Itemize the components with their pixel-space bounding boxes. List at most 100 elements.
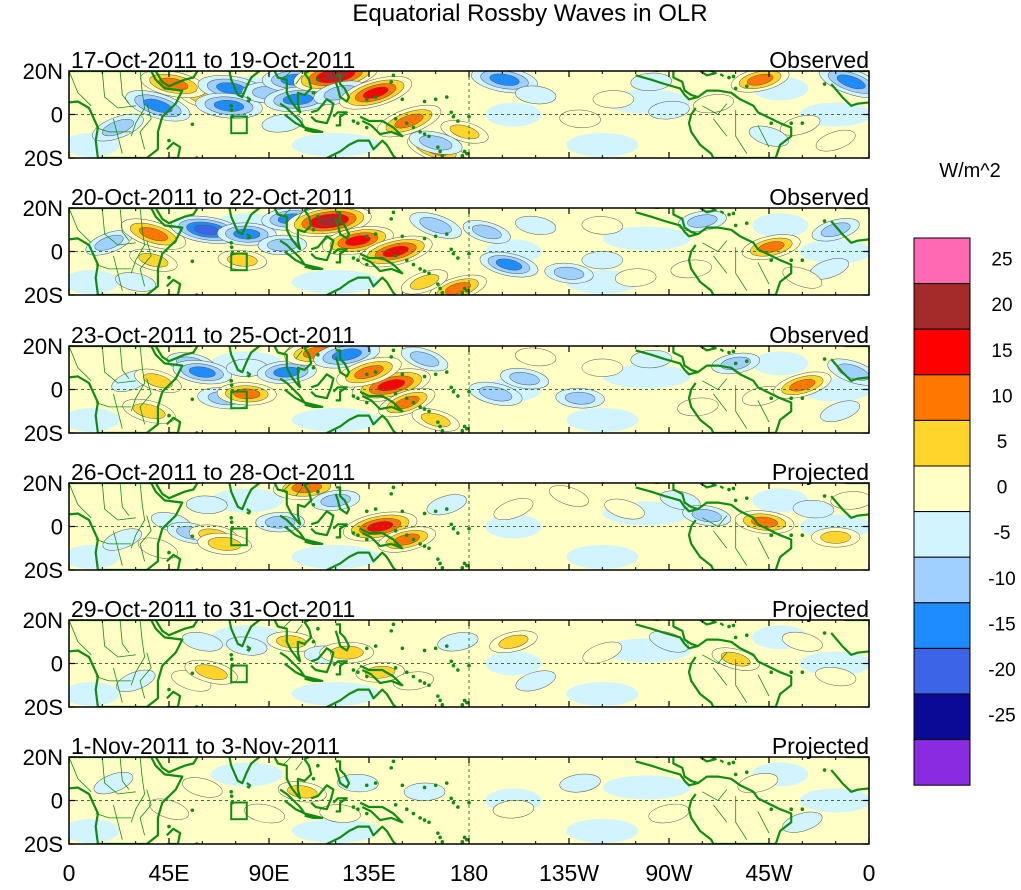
island-dot — [769, 396, 774, 401]
island-dot — [444, 95, 449, 99]
panel-period-label: 1-Nov-2011 to 3-Nov-2011 — [71, 733, 340, 759]
coastline — [359, 115, 404, 138]
anomaly-contour — [691, 509, 722, 523]
coastline — [332, 660, 348, 676]
island-dot — [731, 623, 736, 628]
coastline — [69, 208, 184, 295]
colorbar-swatch — [913, 556, 971, 604]
island-dot — [400, 509, 405, 514]
colorbar-tick-label: -15 — [988, 614, 1015, 635]
island-dot — [449, 522, 454, 527]
coastline — [635, 483, 699, 513]
country-border — [139, 103, 152, 150]
island-dot — [311, 502, 316, 507]
island-dot — [462, 424, 467, 429]
island-dot — [411, 674, 416, 679]
island-dot — [404, 396, 409, 401]
country-border — [295, 487, 303, 497]
island-dot — [391, 485, 396, 490]
island-dot — [462, 286, 467, 291]
island-dot — [389, 492, 394, 496]
anomaly-contour — [830, 491, 869, 510]
coastline — [699, 71, 717, 77]
island-dot — [744, 359, 749, 364]
coastline — [228, 208, 262, 236]
anomaly-contour — [345, 235, 371, 246]
island-dot — [418, 542, 422, 546]
anomaly-contour — [815, 667, 857, 687]
island-dot — [391, 622, 396, 627]
coastline — [228, 346, 262, 374]
country-border — [735, 659, 748, 703]
weak-anomaly-patch — [69, 544, 120, 569]
country-border — [113, 255, 123, 291]
colorbar-tick-label: 20 — [991, 295, 1012, 316]
coastline — [699, 620, 717, 626]
island-dot — [433, 783, 438, 788]
country-border — [130, 757, 146, 823]
coastline — [273, 208, 313, 251]
island-dot — [316, 352, 320, 357]
anomaly-contour — [449, 124, 480, 140]
anomaly-field — [69, 208, 869, 295]
island-dot — [800, 670, 805, 674]
island-dot — [422, 407, 427, 411]
colorbar-swatch — [913, 693, 971, 741]
island-dot — [391, 348, 396, 353]
coastline — [687, 501, 793, 570]
weak-anomaly-patch — [291, 681, 380, 706]
y-tick-label: 0 — [51, 789, 63, 814]
island-dot — [229, 653, 234, 657]
coastline — [166, 827, 182, 844]
island-dot — [400, 97, 405, 102]
country-border — [735, 247, 748, 291]
country-border — [101, 71, 136, 109]
island-dot — [422, 269, 427, 273]
island-dot — [389, 629, 394, 633]
island-dot — [364, 811, 369, 816]
island-dot — [229, 383, 234, 387]
y-tick-label: 20S — [24, 832, 63, 857]
panel-5: 20N 0 20S 29-Oct-2011 to 31-Oct-2011 Project… — [23, 596, 870, 720]
coastline — [246, 371, 252, 378]
anomaly-contour — [493, 498, 534, 521]
anomaly-contour — [444, 282, 471, 295]
anomaly-contour — [495, 258, 523, 271]
coastline — [359, 664, 404, 687]
island-dot — [436, 282, 440, 286]
island-dot — [404, 807, 409, 811]
anomaly-contour — [115, 272, 157, 292]
x-tick-label: 180 — [450, 860, 488, 886]
weak-anomaly-patch — [566, 407, 639, 432]
anomaly-field — [69, 762, 869, 843]
island-dot — [411, 811, 416, 816]
island-dot — [744, 84, 749, 89]
island-dot — [351, 256, 356, 260]
country-border — [113, 530, 123, 566]
coastline — [304, 812, 324, 819]
panel-stack: 20N 0 20S 17-Oct-2011 to 19-Oct-2011 Observe… — [23, 47, 870, 857]
island-dot — [464, 151, 469, 156]
coastline — [635, 346, 699, 376]
island-dot — [744, 221, 749, 226]
island-dot — [422, 374, 427, 379]
index-box — [230, 115, 248, 135]
island-dot — [451, 526, 456, 531]
island-dot — [422, 132, 427, 136]
island-dot — [422, 236, 427, 241]
island-dot — [311, 639, 316, 644]
anomaly-contour — [746, 73, 774, 86]
x-tick-label: 0 — [63, 860, 76, 886]
country-border — [713, 667, 728, 686]
coastline — [719, 348, 725, 353]
island-dot — [789, 533, 794, 537]
island-dot — [351, 394, 356, 398]
coastline — [687, 89, 793, 158]
y-tick-label: 20N — [23, 334, 63, 359]
island-dot — [451, 389, 456, 394]
island-dot — [789, 396, 794, 401]
island-dot — [460, 291, 465, 295]
island-dot — [167, 138, 171, 143]
island-dot — [418, 130, 422, 134]
coastline — [149, 620, 199, 637]
